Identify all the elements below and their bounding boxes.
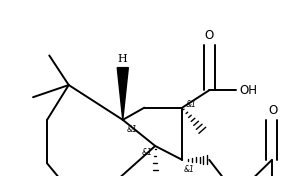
Polygon shape xyxy=(117,68,128,120)
Text: &1: &1 xyxy=(141,148,152,157)
Text: &1: &1 xyxy=(186,100,197,109)
Text: &1: &1 xyxy=(184,165,195,174)
Text: O: O xyxy=(269,104,278,117)
Text: H: H xyxy=(118,54,128,64)
Text: OH: OH xyxy=(239,84,257,97)
Text: O: O xyxy=(205,29,214,42)
Text: &1: &1 xyxy=(127,125,137,134)
